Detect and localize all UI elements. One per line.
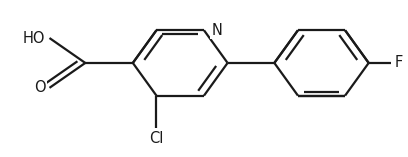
- Text: F: F: [395, 55, 404, 70]
- Text: N: N: [211, 23, 222, 38]
- Text: Cl: Cl: [149, 131, 164, 146]
- Text: HO: HO: [23, 31, 45, 46]
- Text: O: O: [34, 80, 45, 95]
